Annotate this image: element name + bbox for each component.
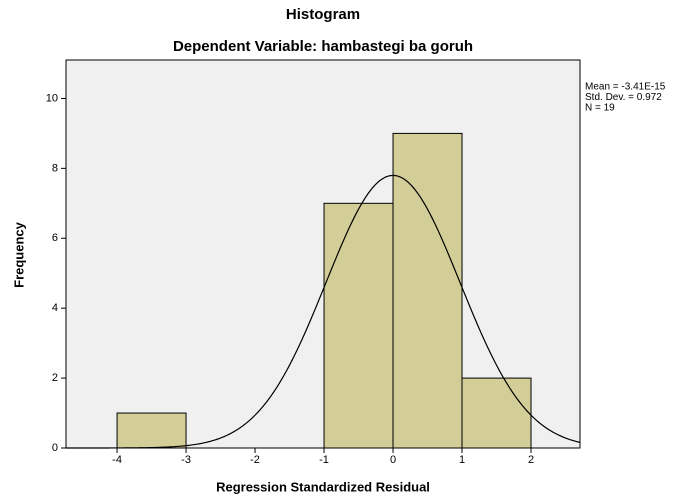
chart-subtitle: Dependent Variable: hambastegi ba goruh — [173, 38, 473, 55]
bar — [392, 132, 463, 449]
y-tick-label: 2 — [52, 372, 58, 384]
chart-title: Histogram — [286, 6, 360, 23]
y-tick-label: 6 — [52, 232, 58, 244]
y-axis-title: Frequency — [11, 221, 26, 288]
stat-label: Mean = -3.41E-15 — [585, 82, 666, 93]
stat-label: N = 19 — [585, 103, 615, 114]
plot-border — [65, 59, 581, 449]
bar — [116, 412, 187, 449]
x-tick-label: 2 — [528, 454, 534, 466]
y-tick-label: 4 — [52, 302, 58, 314]
x-tick-label: 0 — [390, 454, 396, 466]
y-tick-label: 0 — [52, 442, 58, 454]
y-tick-label: 10 — [46, 92, 58, 104]
bar — [323, 202, 394, 449]
x-tick-label: -4 — [112, 454, 122, 466]
x-tick-label: -1 — [319, 454, 329, 466]
x-tick-label: 1 — [459, 454, 465, 466]
stat-label: Std. Dev. = 0.972 — [585, 92, 662, 103]
x-axis-title: Regression Standardized Residual — [216, 479, 430, 494]
y-tick-label: 8 — [52, 162, 58, 174]
x-tick-label: -2 — [250, 454, 260, 466]
x-tick-label: -3 — [181, 454, 191, 466]
bar — [461, 377, 532, 449]
